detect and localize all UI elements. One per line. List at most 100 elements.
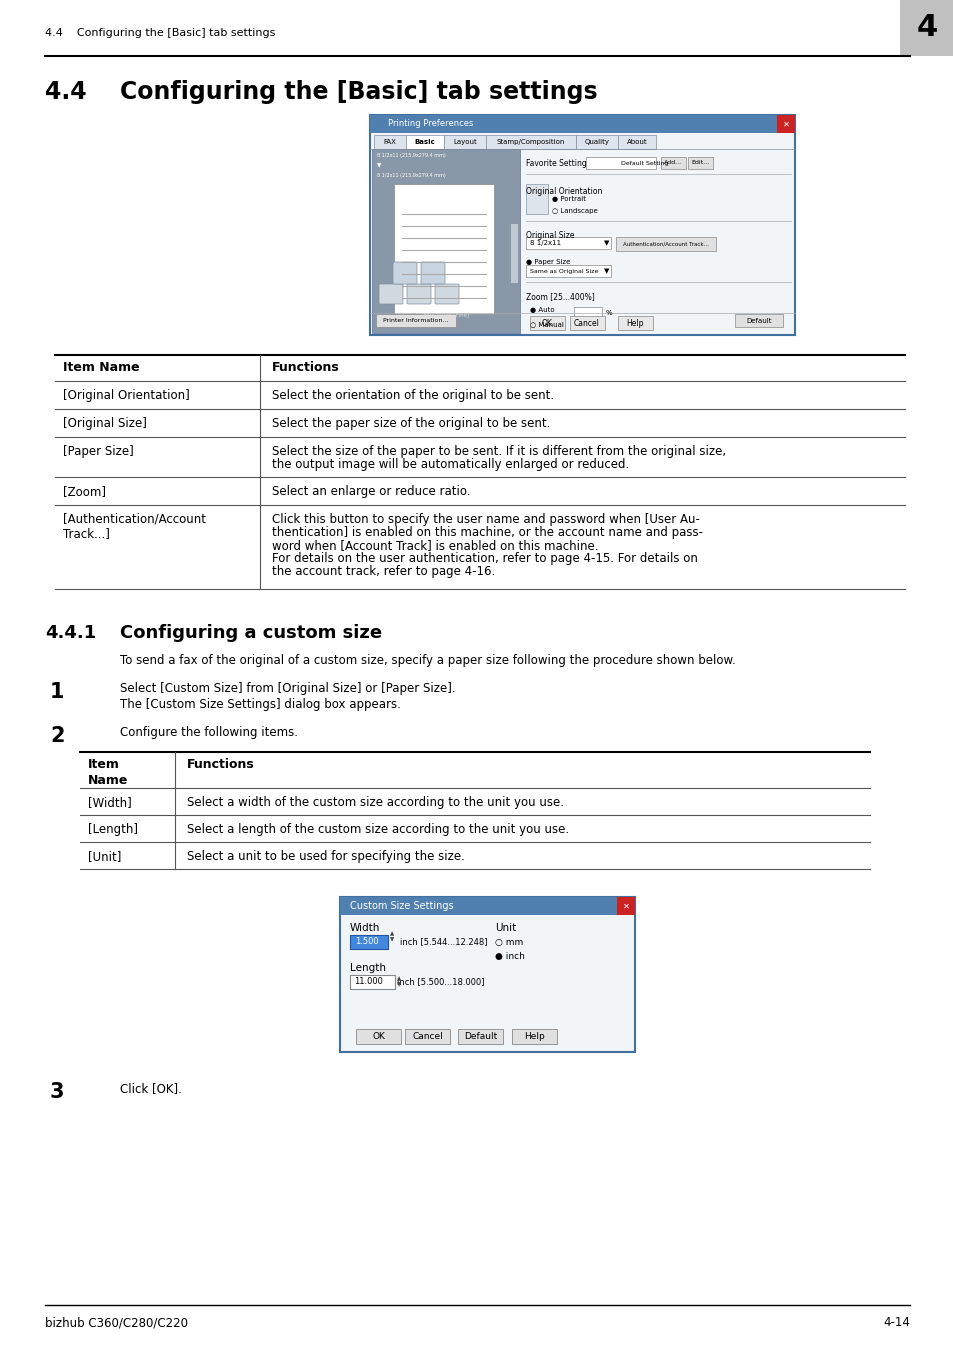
Bar xyxy=(339,896,635,1052)
Text: Same as Original Size: Same as Original Size xyxy=(530,269,598,274)
Text: inch [5.500...18.000]: inch [5.500...18.000] xyxy=(396,977,484,987)
Text: 4-14: 4-14 xyxy=(882,1316,909,1328)
Text: Cancel: Cancel xyxy=(574,319,599,328)
Text: 8 1/2x11 (215.9x279.4 mm): 8 1/2x11 (215.9x279.4 mm) xyxy=(376,173,445,178)
Text: OK: OK xyxy=(541,319,552,328)
Text: 4.4.1: 4.4.1 xyxy=(45,624,96,643)
Text: ▲
▼: ▲ ▼ xyxy=(396,976,401,987)
Text: OK: OK xyxy=(372,1031,384,1041)
Bar xyxy=(406,135,443,148)
Text: Select [Custom Size] from [Original Size] or [Paper Size].: Select [Custom Size] from [Original Size… xyxy=(120,682,456,695)
Text: Add...: Add... xyxy=(663,161,681,166)
Text: word when [Account Track] is enabled on this machine.: word when [Account Track] is enabled on … xyxy=(272,539,598,552)
Bar xyxy=(355,1029,400,1044)
Text: ○ Landscape: ○ Landscape xyxy=(552,208,598,215)
Text: Select the paper size of the original to be sent.: Select the paper size of the original to… xyxy=(272,417,550,431)
Text: Layout: Layout xyxy=(453,139,476,144)
Text: Unit: Unit xyxy=(495,923,516,933)
Bar xyxy=(394,184,494,315)
Text: ▼: ▼ xyxy=(603,240,609,246)
Text: About: About xyxy=(626,139,647,144)
Text: [Authentication/Account: [Authentication/Account xyxy=(63,513,206,526)
Text: [Unit]: [Unit] xyxy=(88,850,121,863)
Bar xyxy=(687,157,712,169)
Bar xyxy=(616,238,716,251)
Text: Select a unit to be used for specifying the size.: Select a unit to be used for specifying … xyxy=(187,850,464,863)
Text: FAX: FAX xyxy=(383,139,396,144)
Text: Cancel: Cancel xyxy=(412,1031,442,1041)
Text: 200x200dpi(Fine): 200x200dpi(Fine) xyxy=(421,312,470,317)
Text: Configuring the [Basic] tab settings: Configuring the [Basic] tab settings xyxy=(120,80,597,104)
Text: Configuring a custom size: Configuring a custom size xyxy=(120,624,382,643)
Text: 4.4    Configuring the [Basic] tab settings: 4.4 Configuring the [Basic] tab settings xyxy=(45,28,275,38)
Bar xyxy=(585,157,656,169)
Bar xyxy=(339,896,635,915)
Bar xyxy=(525,238,610,248)
Text: 8 1/2x11 (215.9x279.4 mm): 8 1/2x11 (215.9x279.4 mm) xyxy=(376,153,445,158)
Text: the output image will be automatically enlarged or reduced.: the output image will be automatically e… xyxy=(272,458,629,471)
Text: Item Name: Item Name xyxy=(63,360,139,374)
Text: Default Setting: Default Setting xyxy=(620,161,668,166)
Text: ✕: ✕ xyxy=(781,120,789,128)
Text: Authentication/Account Track...: Authentication/Account Track... xyxy=(622,242,708,247)
Bar xyxy=(530,316,564,329)
Bar xyxy=(660,157,685,169)
Text: The [Custom Size Settings] dialog box appears.: The [Custom Size Settings] dialog box ap… xyxy=(120,698,400,711)
Bar xyxy=(485,135,576,148)
Text: ● inch: ● inch xyxy=(495,952,524,960)
Text: Length: Length xyxy=(350,963,386,973)
Text: Default: Default xyxy=(463,1031,497,1041)
Text: ▼: ▼ xyxy=(603,269,609,274)
Bar xyxy=(372,148,519,333)
Text: Select a length of the custom size according to the unit you use.: Select a length of the custom size accor… xyxy=(187,824,569,836)
Text: Quality: Quality xyxy=(584,139,609,144)
Text: [Width]: [Width] xyxy=(88,796,132,809)
Bar xyxy=(350,975,395,990)
Text: Help: Help xyxy=(625,319,643,328)
Bar xyxy=(617,896,635,915)
Text: bizhub C360/C280/C220: bizhub C360/C280/C220 xyxy=(45,1316,188,1328)
Text: 1.500: 1.500 xyxy=(355,937,378,946)
Text: ✕: ✕ xyxy=(622,902,629,910)
Bar xyxy=(618,135,656,148)
Text: Functions: Functions xyxy=(272,360,339,374)
Bar xyxy=(370,115,794,335)
Text: Original Orientation: Original Orientation xyxy=(525,188,601,196)
Bar xyxy=(443,135,485,148)
Text: Item
Name: Item Name xyxy=(88,757,129,787)
Text: Original Size: Original Size xyxy=(525,231,574,240)
Text: [Zoom]: [Zoom] xyxy=(63,485,106,498)
Bar xyxy=(734,315,782,327)
Text: For details on the user authentication, refer to page 4-15. For details on: For details on the user authentication, … xyxy=(272,552,698,566)
Text: ○ mm: ○ mm xyxy=(495,937,522,946)
FancyBboxPatch shape xyxy=(435,284,458,304)
Text: ● Paper Size: ● Paper Size xyxy=(525,259,570,265)
Bar xyxy=(569,316,604,329)
Bar xyxy=(510,223,517,284)
Text: Help: Help xyxy=(523,1031,544,1041)
Text: Select a width of the custom size according to the unit you use.: Select a width of the custom size accord… xyxy=(187,796,563,809)
Text: Click this button to specify the user name and password when [User Au-: Click this button to specify the user na… xyxy=(272,513,700,526)
Bar xyxy=(574,306,601,319)
Text: 2: 2 xyxy=(50,726,65,747)
Bar xyxy=(576,135,618,148)
Text: ▲
▼: ▲ ▼ xyxy=(390,931,394,942)
Text: 4.4: 4.4 xyxy=(45,80,87,104)
Bar xyxy=(374,135,406,148)
Bar xyxy=(525,265,610,277)
Text: 11.000: 11.000 xyxy=(354,977,382,987)
Text: Printer Information...: Printer Information... xyxy=(383,319,448,324)
Text: ▼: ▼ xyxy=(376,163,381,167)
Bar xyxy=(350,936,388,949)
Text: ● Auto: ● Auto xyxy=(530,306,554,313)
FancyBboxPatch shape xyxy=(378,284,402,304)
Text: Edit...: Edit... xyxy=(690,161,708,166)
Text: [Length]: [Length] xyxy=(88,824,138,836)
Text: [Original Orientation]: [Original Orientation] xyxy=(63,389,190,402)
FancyBboxPatch shape xyxy=(407,284,431,304)
Bar xyxy=(370,115,794,134)
Bar xyxy=(405,1029,450,1044)
Text: [Paper Size]: [Paper Size] xyxy=(63,446,133,458)
Text: Configure the following items.: Configure the following items. xyxy=(120,726,297,738)
Text: Printing Preferences: Printing Preferences xyxy=(388,120,473,128)
